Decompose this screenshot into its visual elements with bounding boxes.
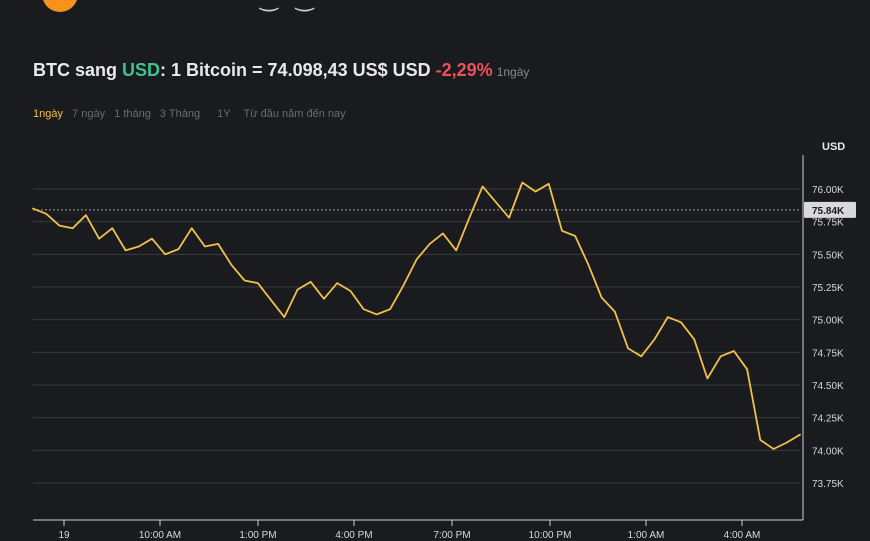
current-value-badge: [804, 201, 856, 218]
y-tick-label-8: 74.00K: [812, 446, 844, 457]
y-tick-label-3: 75.25K: [812, 283, 844, 294]
change-period: 1ngày: [496, 65, 530, 79]
tab-1month[interactable]: 1 tháng: [114, 108, 151, 120]
current-value-label: 75.84K: [812, 206, 845, 217]
y-tick-label-9: 73.75K: [812, 479, 844, 490]
y-tick-label-1: 75.75K: [812, 218, 844, 229]
headline-currency-link[interactable]: USD: [122, 60, 161, 80]
price-headline: BTC sang USD: 1 Bitcoin = 74.098,43 US$ …: [33, 60, 529, 81]
x-tick-label-2: 1:00 PM: [239, 530, 276, 541]
tab-1day[interactable]: 1ngày: [33, 108, 63, 120]
x-tick-label-4: 7:00 PM: [433, 530, 470, 541]
y-tick-label-4: 75.00K: [812, 316, 844, 327]
x-tick-label-7: 4:00 AM: [724, 530, 761, 541]
y-unit-label: USD: [822, 141, 845, 153]
price-change: -2,29%: [435, 60, 493, 80]
tab-ytd[interactable]: Từ đầu năm đến nay: [243, 108, 346, 120]
bitcoin-coin-icon: [42, 0, 78, 12]
x-tick-label-1: 10:00 AM: [139, 530, 181, 541]
x-tick-label-0: 19: [58, 530, 70, 541]
y-tick-label-2: 75.50K: [812, 250, 844, 261]
top-cut-text-icon: ‿ ‿: [260, 0, 319, 12]
tab-7days[interactable]: 7 ngày: [72, 108, 106, 120]
x-tick-label-3: 4:00 PM: [335, 530, 372, 541]
headline-rate: : 1 Bitcoin = 74.098,43 US$ USD: [160, 60, 436, 80]
x-tick-label-6: 1:00 AM: [628, 530, 665, 541]
y-tick-label-5: 74.75K: [812, 348, 844, 359]
y-tick-label-6: 74.50K: [812, 381, 844, 392]
price-series-line: [32, 181, 801, 450]
y-tick-label-0: 76.00K: [812, 185, 844, 196]
tab-3months[interactable]: 3 Tháng: [159, 108, 201, 120]
range-tabs: 1ngày 7 ngày 1 tháng 3 Tháng 1Y Từ đầu n…: [33, 108, 352, 120]
headline-prefix: BTC sang: [33, 60, 123, 80]
y-tick-label-7: 74.25K: [812, 414, 844, 425]
tab-1year[interactable]: 1Y: [217, 108, 231, 120]
x-tick-label-5: 10:00 PM: [529, 530, 572, 541]
